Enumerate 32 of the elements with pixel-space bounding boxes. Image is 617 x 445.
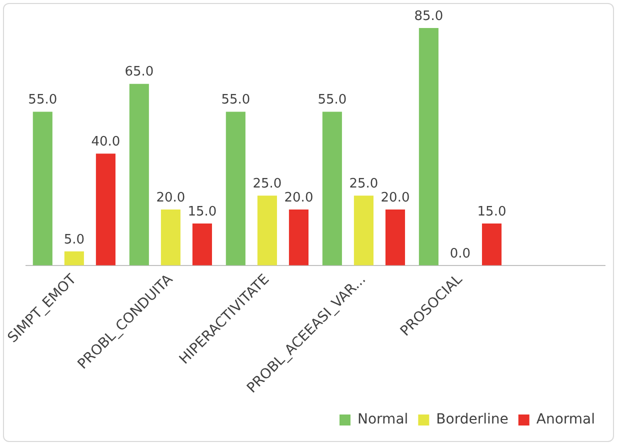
data-label: 20.0 (156, 190, 186, 206)
data-label: 55.0 (318, 92, 347, 108)
bar (160, 210, 180, 266)
data-label: 55.0 (28, 92, 58, 108)
bar (257, 196, 277, 266)
data-label: 65.0 (124, 64, 154, 80)
bar (129, 84, 149, 266)
data-label: 0.0 (450, 246, 471, 262)
data-label: 15.0 (477, 204, 506, 220)
bar (192, 224, 212, 266)
data-label: 20.0 (380, 190, 410, 206)
bar (226, 112, 246, 266)
bar (288, 210, 309, 266)
data-label: 25.0 (349, 176, 378, 192)
data-label: 25.0 (252, 176, 282, 192)
bar (354, 196, 374, 266)
data-label: 40.0 (91, 134, 120, 150)
bar (418, 28, 438, 266)
legend-label: Anormal (536, 412, 596, 428)
data-label: 15.0 (188, 204, 217, 220)
bar (322, 112, 342, 266)
legend-label: Borderline (436, 412, 508, 428)
legend-label: Normal (358, 412, 408, 428)
data-label: 5.0 (64, 232, 85, 248)
data-label: 20.0 (284, 190, 314, 206)
bar (96, 154, 116, 266)
bar (32, 112, 52, 266)
data-label: 55.0 (221, 92, 250, 108)
bar (482, 224, 502, 266)
bar (385, 210, 406, 266)
data-label: 85.0 (414, 8, 444, 24)
bar (64, 251, 84, 266)
